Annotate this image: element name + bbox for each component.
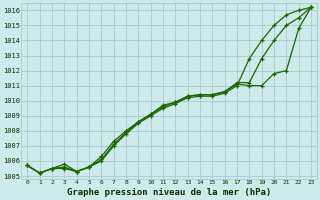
X-axis label: Graphe pression niveau de la mer (hPa): Graphe pression niveau de la mer (hPa) bbox=[67, 188, 271, 197]
